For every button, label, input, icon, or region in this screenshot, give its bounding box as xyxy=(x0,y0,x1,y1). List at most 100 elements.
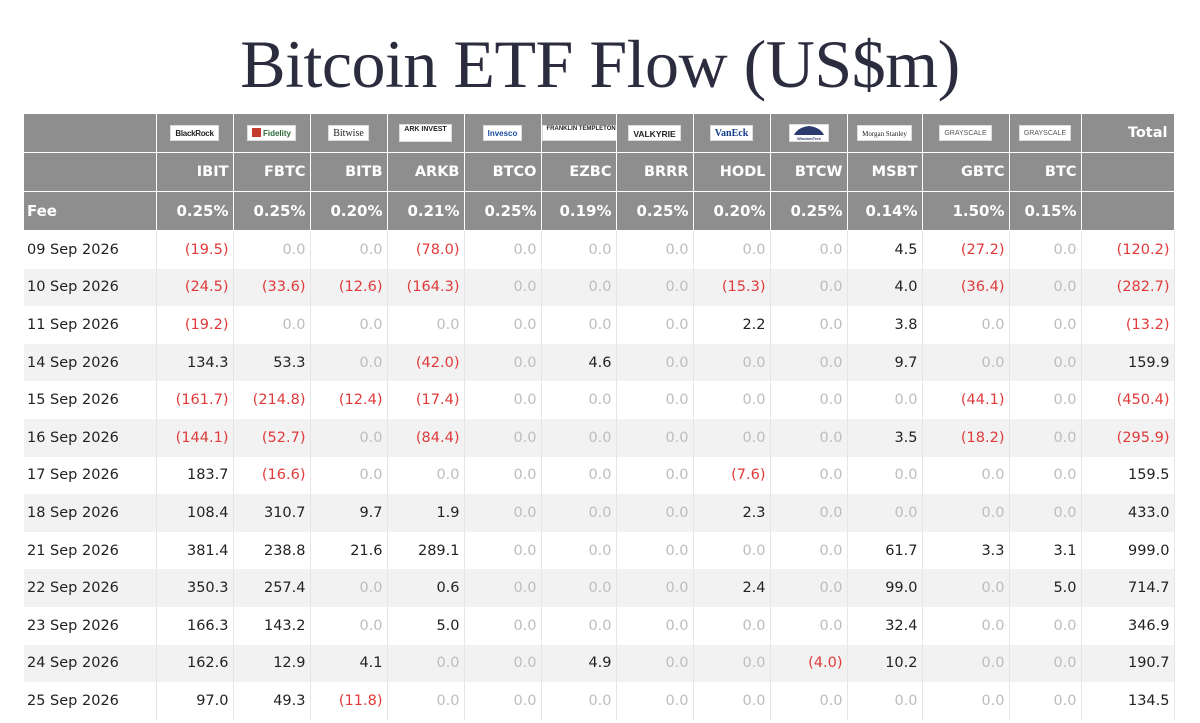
fee-bitb: 0.20% xyxy=(310,191,388,231)
valkyrie-logo-icon: VALKYRIE xyxy=(628,125,681,141)
flow-cell: 0.0 xyxy=(847,682,923,720)
row-date: 09 Sep 2026 xyxy=(24,230,157,269)
flow-cell: 0.0 xyxy=(770,456,848,495)
flow-cell: 0.0 xyxy=(770,230,848,269)
flow-cell: 0.0 xyxy=(310,569,388,607)
row-date: 10 Sep 2026 xyxy=(24,268,157,307)
row-total: 159.9 xyxy=(1081,343,1175,382)
flow-cell: 0.0 xyxy=(616,644,694,683)
flow-cell: 3.1 xyxy=(1009,531,1082,570)
fee-row: Fee 0.25% 0.25% 0.20% 0.21% 0.25% 0.19% 0.25% 0.… xyxy=(24,191,1175,231)
issuer-logo-cell: VALKYRIE xyxy=(616,114,694,153)
row-date: 16 Sep 2026 xyxy=(24,418,157,457)
flow-cell: 0.0 xyxy=(693,381,771,419)
row-date: 24 Sep 2026 xyxy=(24,644,157,683)
flow-cell: 0.0 xyxy=(387,306,465,344)
grayscale-logo-icon: GRAYSCALE xyxy=(939,125,992,141)
flow-cell: 0.0 xyxy=(464,418,542,457)
wisdomtree-logo-icon: WisdomTree xyxy=(788,124,829,142)
flow-cell: 0.0 xyxy=(922,306,1010,344)
flow-cell: 4.0 xyxy=(847,268,923,307)
flow-cell: 0.0 xyxy=(464,456,542,495)
table-row: 24 Sep 2026 162.6 12.9 4.1 0.0 0.0 4.9 0.0 0.0 (4… xyxy=(24,644,1175,683)
row-date: 23 Sep 2026 xyxy=(24,606,157,645)
flow-cell: 12.9 xyxy=(233,644,311,683)
ticker-btco: BTCO xyxy=(464,152,542,192)
issuer-logo-cell: GRAYSCALE xyxy=(922,114,1010,153)
flow-cell: (52.7) xyxy=(233,418,311,457)
flow-cell: 0.0 xyxy=(310,230,388,269)
flow-cell: (15.3) xyxy=(693,268,771,307)
fee-ibit: 0.25% xyxy=(156,191,234,231)
vaneck-logo-icon: VanEck xyxy=(709,125,754,141)
flow-cell: 53.3 xyxy=(233,343,311,382)
fee-total-cell xyxy=(1081,191,1175,231)
flow-cell: 0.0 xyxy=(387,456,465,495)
flow-cell: 0.0 xyxy=(310,306,388,344)
flow-cell: 2.4 xyxy=(693,569,771,607)
flow-cell: 0.0 xyxy=(616,682,694,720)
flow-cell: 0.0 xyxy=(233,230,311,269)
flow-cell: (214.8) xyxy=(233,381,311,419)
flow-cell: 0.0 xyxy=(922,343,1010,382)
grayscale-logo-icon: GRAYSCALE xyxy=(1018,125,1072,141)
page-title: Bitcoin ETF Flow (US$m) xyxy=(240,26,960,102)
flow-cell: (78.0) xyxy=(387,230,465,269)
flow-cell: 0.0 xyxy=(616,381,694,419)
flow-cell: 0.0 xyxy=(310,418,388,457)
flow-cell: 0.0 xyxy=(1009,381,1082,419)
flow-cell: 0.0 xyxy=(616,606,694,645)
flow-cell: 0.0 xyxy=(616,456,694,495)
row-total: (120.2) xyxy=(1081,230,1175,269)
flow-cell: 238.8 xyxy=(233,531,311,570)
row-date: 11 Sep 2026 xyxy=(24,306,157,344)
fee-msbt: 0.14% xyxy=(847,191,923,231)
flow-cell: 0.0 xyxy=(464,531,542,570)
ark-logo-icon: ARK INVEST xyxy=(399,124,452,142)
flow-cell: (7.6) xyxy=(693,456,771,495)
fee-btc: 0.15% xyxy=(1009,191,1082,231)
ticker-gbtc: GBTC xyxy=(922,152,1010,192)
flow-cell: (17.4) xyxy=(387,381,465,419)
flow-cell: 166.3 xyxy=(156,606,234,645)
flow-cell: 0.0 xyxy=(1009,682,1082,720)
row-date: 15 Sep 2026 xyxy=(24,381,157,419)
flow-cell: 0.0 xyxy=(1009,268,1082,307)
flow-cell: 0.0 xyxy=(541,456,617,495)
flow-cell: 143.2 xyxy=(233,606,311,645)
flow-cell: 0.0 xyxy=(541,306,617,344)
flow-cell: 5.0 xyxy=(387,606,465,645)
ticker-ibit: IBIT xyxy=(156,152,234,192)
flow-cell: (161.7) xyxy=(156,381,234,419)
flow-cell: 108.4 xyxy=(156,494,234,532)
flow-cell: (24.5) xyxy=(156,268,234,307)
issuer-logo-cell: GRAYSCALE xyxy=(1009,114,1082,153)
ticker-brrr: BRRR xyxy=(616,152,694,192)
total-header: Total xyxy=(1081,114,1175,153)
flow-cell: 32.4 xyxy=(847,606,923,645)
flow-cell: (27.2) xyxy=(922,230,1010,269)
flow-cell: 0.0 xyxy=(464,230,542,269)
flow-cell: (4.0) xyxy=(770,644,848,683)
table-row: 09 Sep 2026 (19.5) 0.0 0.0 (78.0) 0.0 0.0 0.0 0.… xyxy=(24,230,1175,269)
flow-cell: 0.0 xyxy=(1009,230,1082,269)
issuer-logo-cell: Fidelity xyxy=(233,114,311,153)
row-total: (295.9) xyxy=(1081,418,1175,457)
flow-cell: 0.0 xyxy=(541,606,617,645)
flow-cell: 0.0 xyxy=(541,531,617,570)
issuer-logo-cell: BlackRock xyxy=(156,114,234,153)
table-row: 23 Sep 2026 166.3 143.2 0.0 5.0 0.0 0.0 0.0 0.0 0… xyxy=(24,606,1175,645)
flow-cell: 0.0 xyxy=(922,456,1010,495)
flow-cell: 0.0 xyxy=(616,418,694,457)
row-date: 25 Sep 2026 xyxy=(24,682,157,720)
row-date: 18 Sep 2026 xyxy=(24,494,157,532)
flow-cell: 0.0 xyxy=(693,343,771,382)
flow-cell: 0.0 xyxy=(922,644,1010,683)
flow-cell: 4.5 xyxy=(847,230,923,269)
flow-cell: 162.6 xyxy=(156,644,234,683)
ticker-row: IBIT FBTC BITB ARKB BTCO EZBC BRRR HODL BTCW MSBT… xyxy=(24,152,1175,192)
table-row: 15 Sep 2026 (161.7) (214.8) (12.4) (17.4) 0.0… xyxy=(24,381,1175,419)
flow-cell: 0.0 xyxy=(693,682,771,720)
ticker-fbtc: FBTC xyxy=(233,152,311,192)
flow-cell: (18.2) xyxy=(922,418,1010,457)
